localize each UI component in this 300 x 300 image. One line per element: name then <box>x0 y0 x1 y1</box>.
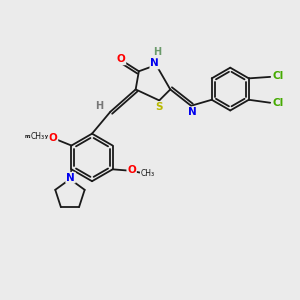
Text: O: O <box>49 133 57 142</box>
Text: S: S <box>155 102 163 112</box>
Text: N: N <box>150 58 159 68</box>
Text: H: H <box>154 47 162 58</box>
Text: Cl: Cl <box>273 98 284 108</box>
Text: N: N <box>66 172 75 183</box>
Text: O: O <box>117 54 125 64</box>
Text: N: N <box>188 107 197 117</box>
Text: methoxy: methoxy <box>25 134 49 139</box>
Text: CH₃: CH₃ <box>31 132 45 141</box>
Text: CH₃: CH₃ <box>140 169 154 178</box>
Text: Cl: Cl <box>273 71 284 81</box>
Text: O: O <box>127 165 136 175</box>
Text: H: H <box>95 101 103 111</box>
